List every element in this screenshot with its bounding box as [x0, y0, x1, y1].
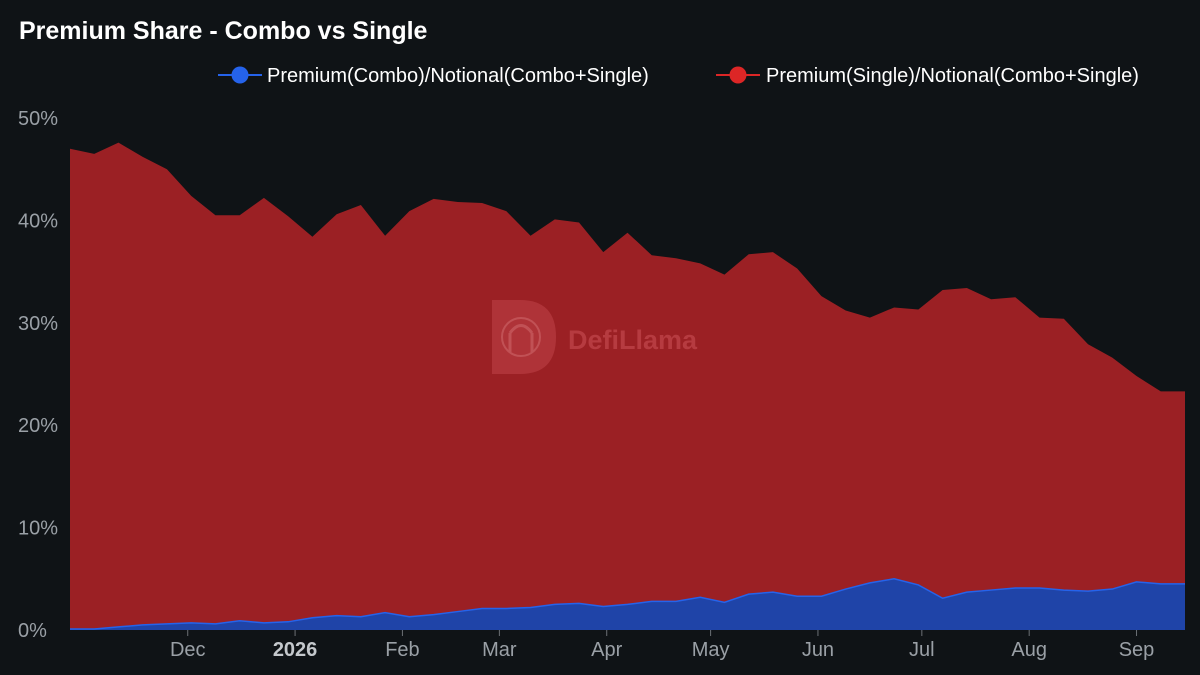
y-tick-label: 50%: [18, 108, 58, 130]
x-tick-label: Sep: [1119, 639, 1155, 661]
watermark-logo-ring: [501, 317, 541, 357]
legend-marker: [729, 66, 747, 84]
legend-label: Premium(Single)/Notional(Combo+Single): [766, 65, 1139, 87]
legend-label: Premium(Combo)/Notional(Combo+Single): [267, 65, 649, 87]
watermark-llama-icon: [508, 324, 534, 352]
x-tick-label: Jun: [802, 639, 834, 661]
y-tick-label: 30%: [18, 313, 58, 335]
x-tick-label: Aug: [1011, 639, 1047, 661]
chart-title: Premium Share - Combo vs Single: [19, 17, 428, 45]
legend-marker: [231, 66, 249, 84]
x-tick-label: 2026: [273, 639, 318, 661]
x-tick-label: Jul: [909, 639, 935, 661]
series-single-area: [70, 142, 1185, 629]
series-combo-line: [70, 578, 1185, 630]
x-tick-label: May: [692, 639, 730, 661]
watermark-logo: [492, 300, 556, 374]
y-tick-label: 20%: [18, 415, 58, 437]
x-tick-label: Dec: [170, 639, 206, 661]
x-tick-label: Feb: [385, 639, 419, 661]
y-tick-label: 10%: [18, 518, 58, 540]
y-tick-label: 40%: [18, 210, 58, 232]
legend-item[interactable]: Premium(Single)/Notional(Combo+Single): [716, 65, 1139, 87]
legend-item[interactable]: Premium(Combo)/Notional(Combo+Single): [218, 65, 649, 87]
watermark-text: DefiLlama: [568, 325, 698, 355]
y-tick-label: 0%: [18, 620, 47, 642]
x-tick-label: Mar: [482, 639, 517, 661]
watermark-logo-shape: [492, 300, 556, 374]
x-tick-label: Apr: [591, 639, 622, 661]
